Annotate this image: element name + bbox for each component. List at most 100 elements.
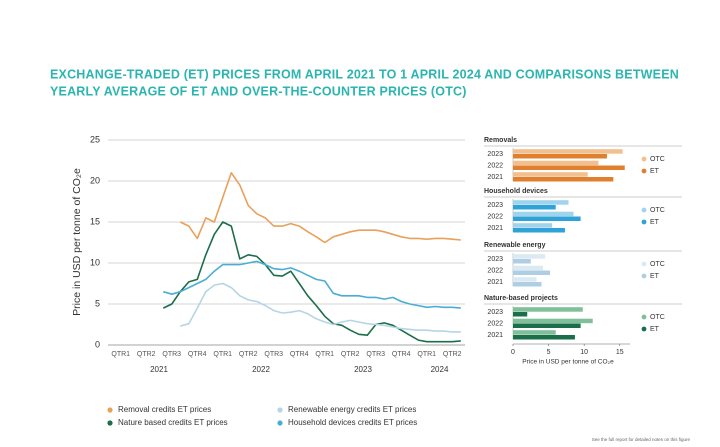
legend-swatch: [641, 207, 647, 213]
legend-label: OTC: [650, 156, 665, 163]
bar: [513, 335, 575, 340]
year-label: 2022: [252, 365, 270, 374]
x-tick-label: QTR4: [290, 351, 309, 358]
y-tick-label: 5: [95, 298, 100, 308]
legend-label: ET: [650, 326, 660, 333]
x-tick-label: 5: [547, 349, 551, 356]
line-series: [163, 260, 461, 309]
x-tick-label: QTR2: [239, 351, 258, 358]
legend-swatch: [641, 156, 647, 162]
bar: [513, 277, 537, 282]
bar: [513, 270, 551, 275]
y-tick-label: 0: [95, 339, 100, 349]
bar: [513, 312, 528, 317]
row-label: 2021: [487, 332, 503, 339]
x-tick-label: QTR3: [264, 351, 283, 358]
x-tick-label: 15: [616, 349, 624, 356]
bar: [513, 228, 565, 233]
panel-title: Renewable energy: [484, 242, 546, 249]
legend-swatch: [641, 219, 647, 225]
x-tick-label: QTR2: [341, 351, 360, 358]
legend-swatch: [641, 273, 647, 279]
row-label: 2023: [487, 202, 503, 209]
year-label: 2023: [354, 365, 372, 374]
bar: [513, 318, 593, 324]
panel-title: Nature-based projects: [484, 295, 558, 302]
y-tick-label: 15: [90, 216, 100, 226]
legend-label: ET: [650, 219, 660, 226]
row-label: 2022: [487, 213, 503, 220]
x-tick-label: QTR1: [111, 351, 130, 358]
legend-swatch: [641, 168, 647, 174]
row-label: 2023: [487, 309, 503, 316]
row-label: 2023: [487, 151, 503, 158]
x-axis-label: Price in USD per tonne of CO₂e: [522, 359, 614, 366]
legend-label: Nature based credits ET prices: [118, 418, 228, 427]
legend-label: OTC: [650, 261, 665, 268]
bar: [513, 323, 581, 328]
bar: [513, 165, 625, 170]
row-label: 2022: [487, 267, 503, 274]
bar: [513, 200, 569, 205]
footnote: See the full report for detailed notes o…: [592, 437, 691, 442]
bar: [513, 205, 556, 210]
line-series: [162, 221, 461, 343]
row-label: 2021: [487, 174, 503, 181]
legend-swatch: [641, 326, 647, 332]
row-label: 2023: [487, 256, 503, 263]
legend-label: OTC: [650, 207, 665, 214]
x-tick-label: QTR3: [366, 351, 385, 358]
legend-swatch: [107, 407, 113, 413]
legend-label: Household devices credits ET prices: [288, 418, 417, 427]
row-label: 2021: [487, 225, 503, 232]
line-series: [180, 282, 461, 333]
row-label: 2022: [487, 320, 503, 327]
panel-title: Removals: [484, 137, 517, 144]
bar: [513, 223, 553, 228]
legend-label: Removal credits ET prices: [118, 405, 211, 414]
x-tick-label: QTR1: [417, 351, 436, 358]
bar: [513, 254, 546, 259]
x-tick-label: QTR1: [213, 351, 232, 358]
y-tick-label: 10: [90, 257, 100, 267]
bar: [513, 307, 583, 312]
bar: [513, 216, 581, 221]
x-tick-label: 0: [511, 349, 515, 356]
x-tick-label: QTR4: [392, 351, 411, 358]
title-line: EXCHANGE-TRADED (ET) PRICES FROM APRIL 2…: [50, 67, 679, 81]
y-tick-label: 25: [90, 134, 100, 144]
year-label: 2021: [150, 365, 168, 374]
legend-label: ET: [650, 273, 660, 280]
year-label: 2024: [431, 365, 449, 374]
bar: [513, 259, 531, 264]
x-tick-label: QTR4: [188, 351, 207, 358]
bar: [513, 149, 623, 154]
bar: [513, 282, 542, 287]
row-label: 2022: [487, 162, 503, 169]
x-tick-label: QTR3: [162, 351, 181, 358]
bar: [513, 154, 607, 159]
legend-label: Renewable energy credits ET prices: [288, 405, 416, 414]
x-tick-label: QTR2: [443, 351, 462, 358]
x-tick-label: 10: [580, 349, 588, 356]
panel-title: Household devices: [484, 188, 548, 195]
legend-swatch: [107, 420, 113, 426]
y-tick-label: 20: [90, 175, 100, 185]
bar: [513, 177, 614, 182]
legend-swatch: [277, 420, 283, 426]
bar: [513, 160, 599, 166]
row-label: 2021: [487, 279, 503, 286]
x-tick-label: QTR2: [137, 351, 156, 358]
bar: [513, 211, 574, 217]
x-tick-label: QTR1: [315, 351, 334, 358]
bar: [513, 265, 543, 271]
bar: [513, 330, 556, 335]
legend-swatch: [277, 407, 283, 413]
y-axis-label: Price in USD per tonne of CO₂e: [71, 168, 83, 316]
bar: [513, 172, 588, 177]
line-series: [179, 172, 461, 244]
legend-label: ET: [650, 168, 660, 175]
title-line: YEARLY AVERAGE OF ET AND OVER-THE-COUNTE…: [50, 84, 467, 98]
legend-swatch: [641, 261, 647, 267]
